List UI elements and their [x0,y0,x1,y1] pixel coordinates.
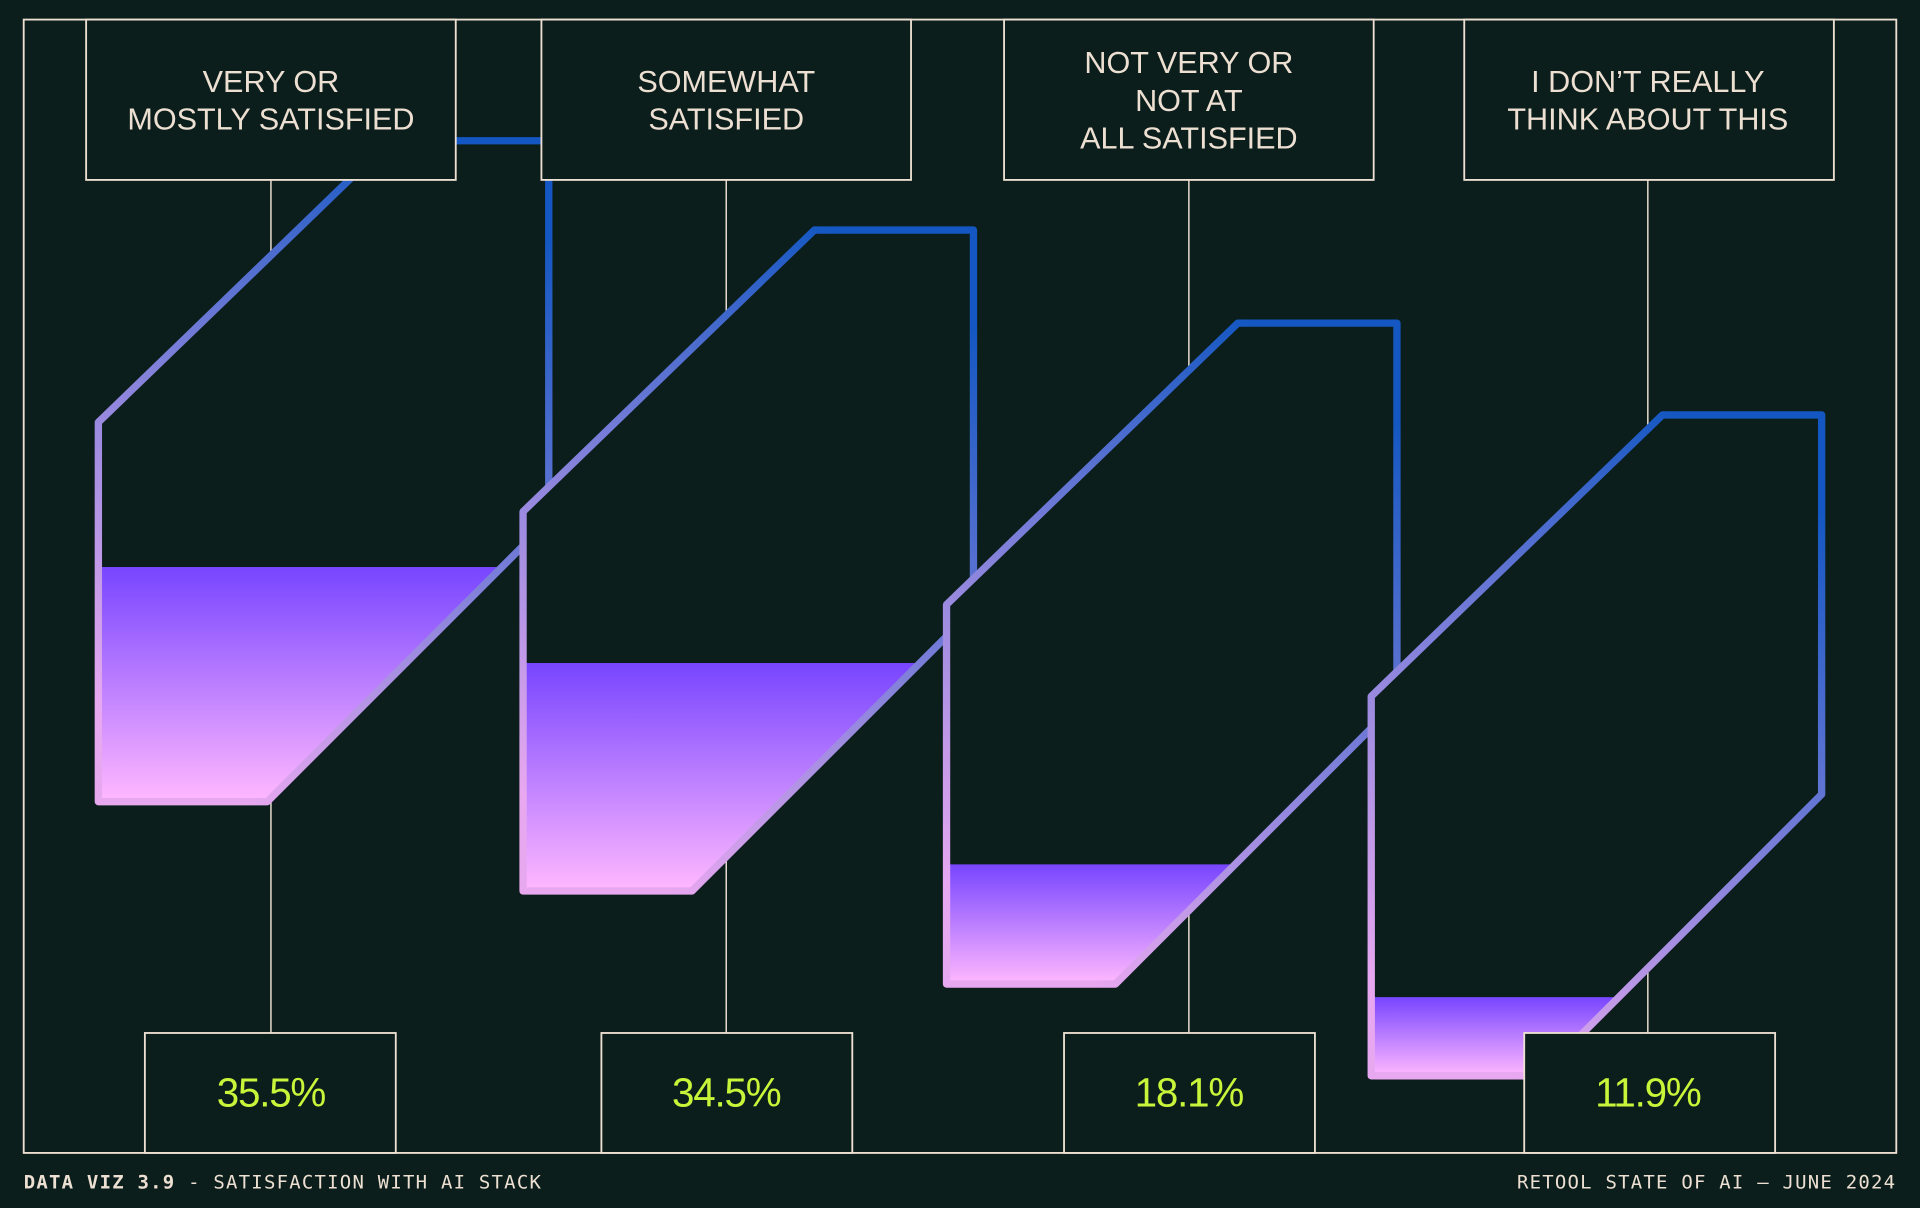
category-label-line: ALL SATISFIED [1080,122,1298,156]
footer-viz-id: DATA VIZ 3.9 [24,1171,176,1193]
footer-right: RETOOL STATE OF AI — JUNE 2024 [1517,1171,1896,1193]
bar-shape [94,137,553,806]
value-label-box: 35.5% [143,1032,397,1154]
value-label: 34.5% [672,1069,781,1115]
category-label-box: I DON’T REALLY THINK ABOUT THIS [1463,18,1835,181]
category-label: SOMEWHAT SATISFIED [637,65,815,137]
bar-fill [98,567,502,802]
category-label: NOT VERY OR NOT AT ALL SATISFIED [1080,46,1298,156]
category-label-box: VERY OR MOSTLY SATISFIED [85,18,457,181]
bar-outline [1367,411,1826,1080]
footer-viz-title: - SATISFACTION WITH AI STACK [175,1171,542,1193]
value-label-box: 18.1% [1063,1032,1316,1154]
category-label-line: I DON’T REALLY [1531,65,1764,99]
bar-fill [946,864,1236,985]
chart-frame [22,18,1898,1154]
footer-left: DATA VIZ 3.9 - SATISFACTION WITH AI STAC… [24,1171,542,1193]
value-label-box: 34.5% [600,1032,854,1154]
bar-shape [519,226,978,895]
value-label-box: 11.9% [1523,1032,1777,1154]
category-label-line: SOMEWHAT [637,65,815,99]
bar-shape [942,319,1401,988]
category-label-line: VERY OR [203,65,340,99]
category-label-line: NOT VERY OR [1084,46,1293,80]
category-label-line: NOT AT [1135,84,1243,118]
category-label-line: SATISFIED [648,103,804,137]
value-label: 35.5% [217,1069,326,1115]
category-label-line: THINK ABOUT THIS [1507,103,1788,137]
bar-shape [1367,411,1826,1080]
category-label-box: SOMEWHAT SATISFIED [540,18,912,181]
bar-fill [523,662,920,892]
value-label: 11.9% [1595,1069,1701,1115]
bar-background [1371,414,1822,1076]
category-label: I DON’T REALLY THINK ABOUT THIS [1507,65,1788,137]
category-label: VERY OR MOSTLY SATISFIED [127,65,414,137]
value-label: 18.1% [1135,1069,1244,1115]
bar-background [946,323,1397,985]
category-label-box: NOT VERY OR NOT AT ALL SATISFIED [1003,18,1375,181]
category-label-line: MOSTLY SATISFIED [127,103,414,137]
